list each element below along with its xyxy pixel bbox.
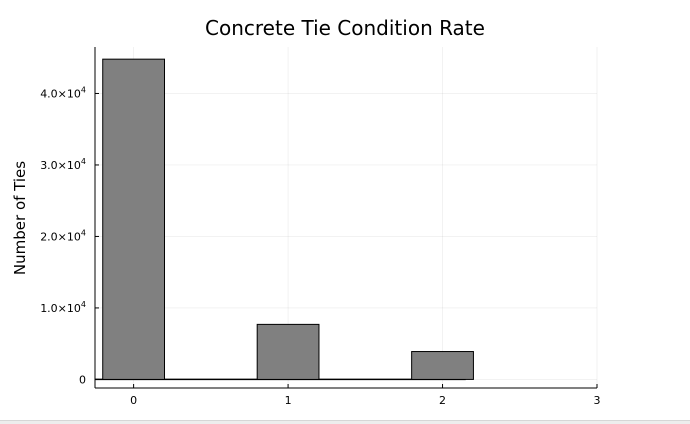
y-tick-label-1: 1.0×104	[40, 300, 86, 315]
y-tick-label-3: 3.0×104	[40, 157, 86, 172]
grid-lines	[95, 47, 598, 388]
bottom-edge-divider	[0, 420, 690, 424]
x-tick-label-1: 1	[285, 394, 292, 407]
bar-0	[102, 58, 166, 380]
x-tick-labels: 0 1 2 3	[130, 394, 600, 407]
y-tick-label-4: 4.0×104	[40, 85, 86, 100]
x-tick-label-0: 0	[130, 394, 137, 407]
axes	[94, 47, 598, 389]
y-tick-label-0: 0	[79, 373, 86, 386]
x-tick-label-3: 3	[594, 394, 601, 407]
y-axis-label: Number of Ties	[11, 161, 29, 275]
bar-2	[411, 351, 474, 380]
chart-title: Concrete Tie Condition Rate	[205, 16, 485, 40]
y-tick-labels: 0 1.0×104 2.0×104 3.0×104 4.0×104	[40, 85, 86, 386]
x-tick-label-2: 2	[439, 394, 446, 407]
bars	[95, 58, 474, 381]
bar-1	[256, 323, 320, 380]
y-tick-label-2: 2.0×104	[40, 228, 86, 243]
